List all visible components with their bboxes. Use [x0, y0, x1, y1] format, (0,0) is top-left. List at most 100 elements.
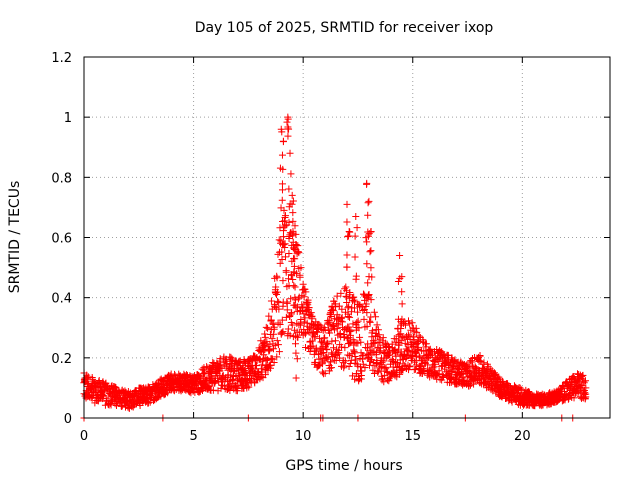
data-point: [289, 227, 297, 235]
data-point: [525, 388, 533, 396]
data-point: [253, 362, 261, 370]
data-point: [392, 352, 400, 360]
data-point: [352, 272, 360, 280]
data-point: [235, 370, 243, 378]
x-tick-label: 5: [189, 429, 197, 444]
data-point: [321, 334, 329, 342]
data-point: [379, 357, 387, 365]
data-point: [262, 323, 270, 331]
data-point: [289, 197, 297, 205]
data-point: [352, 212, 360, 220]
data-point: [251, 379, 259, 387]
data-point: [396, 370, 404, 378]
data-point: [354, 317, 362, 325]
data-point: [311, 359, 319, 367]
data-point: [406, 362, 414, 370]
data-point: [369, 366, 377, 374]
data-point: [183, 371, 191, 379]
data-point: [410, 333, 418, 341]
data-point: [384, 352, 392, 360]
data-point: [274, 341, 282, 349]
data-point: [398, 352, 406, 360]
data-point: [445, 363, 453, 371]
data-point: [198, 365, 206, 373]
data-point: [476, 352, 484, 360]
data-point: [270, 358, 278, 366]
data-point: [279, 277, 287, 285]
data-point: [315, 321, 323, 329]
data-point: [369, 327, 377, 335]
data-point: [365, 197, 373, 205]
data-point: [267, 297, 275, 305]
data-point: [267, 364, 274, 372]
data-point: [351, 232, 359, 240]
x-tick-label: 0: [80, 429, 88, 444]
data-point: [395, 338, 403, 346]
data-point: [345, 328, 353, 336]
data-point: [249, 366, 257, 374]
data-point: [233, 387, 241, 395]
data-point: [364, 279, 372, 287]
data-point: [297, 264, 305, 272]
data-point: [374, 326, 382, 334]
data-point: [405, 347, 413, 355]
data-point: [582, 377, 590, 385]
data-point: [279, 328, 287, 336]
x-tick-label: 20: [514, 429, 531, 444]
data-point: [321, 326, 329, 334]
data-point: [270, 323, 278, 331]
data-point: [279, 218, 287, 226]
data-point: [359, 307, 367, 315]
data-point: [357, 375, 365, 383]
data-point: [565, 394, 573, 402]
data-point: [350, 348, 358, 356]
data-point: [323, 345, 331, 353]
data-point: [205, 382, 213, 390]
data-point: [405, 317, 413, 325]
data-point: [284, 325, 292, 333]
data-point: [292, 241, 300, 249]
data-point: [356, 333, 364, 341]
data-point: [282, 253, 290, 261]
data-point: [351, 253, 359, 261]
data-point: [293, 328, 301, 336]
data-point: [579, 371, 587, 379]
data-point: [279, 138, 287, 146]
data-point: [235, 358, 243, 366]
data-point: [273, 272, 281, 280]
data-point: [273, 288, 281, 296]
data-point: [370, 339, 378, 347]
data-point: [293, 270, 301, 278]
data-point: [273, 353, 281, 361]
data-point: [292, 303, 300, 311]
data-point: [84, 373, 92, 381]
data-point: [308, 312, 316, 320]
data-point: [367, 296, 375, 304]
data-point: [234, 382, 242, 390]
data-point: [277, 237, 285, 245]
data-point: [365, 291, 373, 299]
data-point: [269, 345, 277, 353]
data-point: [340, 362, 348, 370]
data-point: [333, 325, 341, 333]
data-point: [422, 340, 430, 348]
data-point: [327, 364, 335, 372]
data-point: [404, 331, 412, 339]
data-point: [104, 394, 112, 402]
data-point: [264, 324, 272, 332]
data-point: [311, 333, 319, 341]
data-point: [343, 287, 351, 295]
data-point: [367, 228, 375, 236]
data-point: [412, 324, 420, 332]
data-point: [265, 312, 273, 320]
data-point: [378, 359, 386, 367]
data-point: [362, 300, 370, 308]
data-point: [364, 199, 372, 207]
data-point: [276, 259, 284, 267]
data-point: [581, 394, 589, 402]
y-tick-label: 0.8: [51, 171, 72, 186]
data-point: [359, 352, 367, 360]
data-point: [308, 337, 316, 345]
data-point: [262, 356, 270, 364]
